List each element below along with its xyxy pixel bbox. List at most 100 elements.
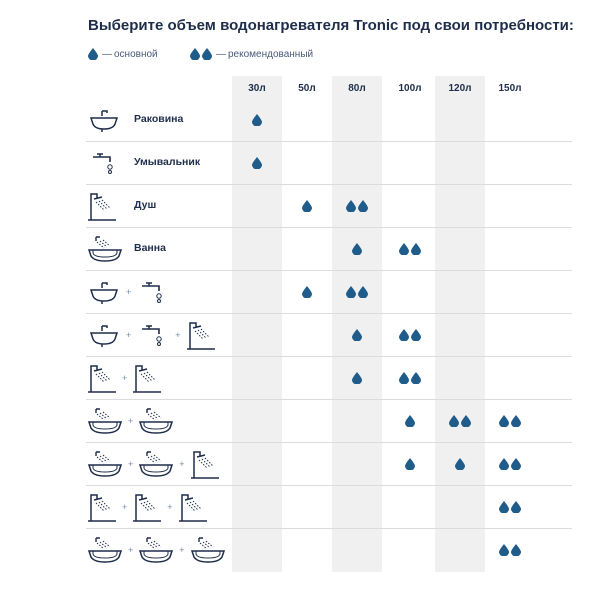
row-separator [86, 227, 572, 228]
drop-icon [352, 371, 362, 384]
bathtub-icon [139, 450, 174, 478]
drop-icon [499, 457, 509, 470]
shower-icon [88, 363, 116, 393]
sink-icon [88, 323, 120, 347]
row-separator [86, 442, 572, 443]
plus-sign: + [167, 501, 173, 512]
column-header: 100л [398, 83, 422, 94]
drop-icon [405, 414, 415, 427]
plus-sign: + [126, 286, 132, 297]
column-shade [232, 76, 282, 572]
faucet-icon [137, 323, 169, 347]
row-icons [88, 148, 120, 178]
plus-sign: + [179, 458, 185, 469]
row-icons [88, 105, 120, 135]
legend-recommended: — рекомендованный [190, 48, 313, 60]
bathtub-icon [139, 536, 174, 564]
faucet-icon [88, 151, 120, 175]
shower-icon [190, 449, 219, 479]
faucet-icon [137, 280, 169, 304]
recommended-mark [485, 543, 535, 556]
row-separator [86, 313, 572, 314]
drop-icon [499, 500, 509, 513]
recommended-mark [485, 500, 535, 513]
bathtub-icon [88, 536, 122, 564]
basic-mark [332, 371, 382, 384]
drop-icon [499, 414, 509, 427]
bathtub-icon [139, 407, 174, 435]
row-separator [86, 528, 572, 529]
plus-sign: + [126, 329, 132, 340]
row-separator [86, 184, 572, 185]
drop-icon [499, 543, 509, 556]
shower-icon [88, 191, 116, 221]
drop-icon [190, 48, 200, 60]
row-separator [86, 141, 572, 142]
drop-icon [461, 414, 471, 427]
drop-icon [405, 457, 415, 470]
plus-sign: + [128, 415, 134, 426]
drop-icon [346, 199, 356, 212]
drop-icon [88, 48, 98, 60]
row-label: Ванна [134, 241, 166, 254]
basic-mark [385, 457, 435, 470]
row-label: Умывальник [134, 155, 201, 168]
row-icons [88, 191, 116, 221]
row-label: Раковина [134, 112, 184, 125]
drop-icon [399, 371, 409, 384]
column-header: 80л [348, 83, 366, 94]
bathtub-icon [88, 235, 122, 263]
row-icons: + [88, 406, 174, 436]
row-separator [86, 485, 572, 486]
drop-icon [411, 328, 421, 341]
column-header: 120л [448, 83, 472, 94]
drop-icon [352, 242, 362, 255]
basic-mark [232, 113, 282, 126]
basic-mark [332, 328, 382, 341]
drop-icon [449, 414, 459, 427]
drop-icon [511, 543, 521, 556]
row-icons: + [88, 277, 169, 307]
shower-icon [133, 363, 162, 393]
recommended-mark [485, 457, 535, 470]
drop-icon [455, 457, 465, 470]
recommended-mark [385, 328, 435, 341]
basic-mark [232, 156, 282, 169]
bathtub-icon [88, 450, 122, 478]
row-icons: + + [88, 320, 215, 350]
recommended-mark [332, 199, 382, 212]
drop-icon [358, 199, 368, 212]
recommended-mark [485, 414, 535, 427]
drop-icon [411, 371, 421, 384]
column-shade [435, 76, 485, 572]
shower-icon [186, 320, 215, 350]
row-icons: + + [88, 535, 225, 565]
row-separator [86, 270, 572, 271]
drop-icon [302, 199, 312, 212]
recommended-mark [385, 371, 435, 384]
drop-icon [511, 457, 521, 470]
column-header: 50л [298, 83, 316, 94]
drop-icon [399, 328, 409, 341]
drop-icon [511, 500, 521, 513]
plus-sign: + [122, 501, 128, 512]
plus-sign: + [128, 458, 134, 469]
bathtub-icon [190, 536, 225, 564]
row-icons [88, 234, 122, 264]
plus-sign: + [122, 372, 128, 383]
row-icons: + + [88, 449, 219, 479]
basic-mark [332, 242, 382, 255]
column-header: 30л [248, 83, 266, 94]
sink-icon [88, 280, 120, 304]
row-icons: + [88, 363, 162, 393]
drop-icon [511, 414, 521, 427]
drop-icon [252, 113, 262, 126]
row-icons: + + [88, 492, 207, 522]
row-separator [86, 356, 572, 357]
recommended-mark [332, 285, 382, 298]
page-title: Выберите объем водонагревателя Tronic по… [88, 17, 574, 34]
shower-icon [88, 492, 116, 522]
column-shade [332, 76, 382, 572]
plus-sign: + [128, 544, 134, 555]
shower-icon [133, 492, 162, 522]
